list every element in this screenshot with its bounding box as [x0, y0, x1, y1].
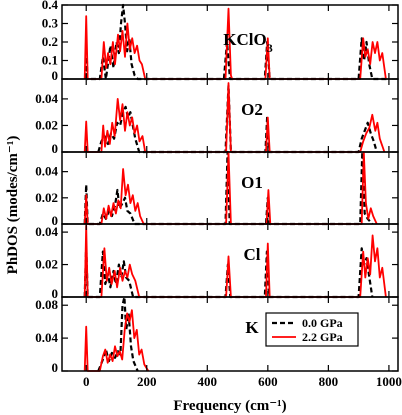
- y-tick-label: 0.04: [35, 224, 58, 239]
- y-tick-label: 0.3: [42, 16, 59, 31]
- legend-label-2-2-gpa: 2.2 GPa: [302, 330, 343, 344]
- x-tick-label: 200: [137, 374, 157, 389]
- series-line-2-2-gpa-panel-2: [83, 82, 386, 153]
- x-tick-label: 600: [258, 374, 278, 389]
- series-line-0-0-gpa-panel-5: [97, 295, 139, 372]
- x-tick-label: 400: [198, 374, 218, 389]
- y-tick-label: 0: [52, 68, 59, 83]
- y-tick-label: 0.2: [42, 34, 58, 49]
- panel-label-5: K: [245, 318, 259, 337]
- y-tick-label: 0.02: [35, 117, 58, 132]
- panel-label-2: O2: [241, 100, 263, 119]
- y-axis-title: PhDOS (modes/cm⁻¹): [5, 136, 21, 275]
- y-tick-label: 0.04: [35, 330, 58, 345]
- y-tick-label: 0.4: [42, 0, 59, 12]
- x-tick-label: 0: [83, 374, 90, 389]
- y-tick-label: 0.08: [35, 297, 58, 312]
- x-tick-label: 800: [319, 374, 339, 389]
- y-tick-label: 0: [52, 141, 59, 156]
- y-tick-label: 0: [52, 360, 59, 375]
- x-tick-label: 1000: [376, 374, 402, 389]
- series-line-0-0-gpa-panel-1: [85, 3, 389, 81]
- panel-label-4: Cl: [244, 245, 261, 264]
- series-line-2-2-gpa-panel-1: [83, 7, 387, 80]
- x-axis-title: Frequency (cm⁻¹): [173, 398, 286, 414]
- y-tick-label: 0: [52, 213, 59, 228]
- panel-frame-5: [61, 296, 399, 372]
- y-tick-label: 0.02: [35, 190, 58, 205]
- series-line-0-0-gpa-panel-3: [83, 150, 374, 226]
- y-tick-label: 0.1: [42, 53, 58, 68]
- y-tick-label: 0.04: [35, 91, 58, 106]
- legend-box: [265, 312, 359, 347]
- legend-label-0-0-gpa: 0.0 GPa: [302, 316, 343, 330]
- y-tick-label: 0: [52, 286, 59, 301]
- series-line-2-2-gpa-panel-5: [83, 309, 150, 372]
- series-line-2-2-gpa-panel-3: [83, 151, 378, 225]
- panel-label-subscript: 3: [267, 41, 273, 55]
- panel-label-3: O1: [241, 173, 263, 192]
- y-tick-label: 0.04: [35, 164, 58, 179]
- y-tick-label: 0.02: [35, 257, 58, 272]
